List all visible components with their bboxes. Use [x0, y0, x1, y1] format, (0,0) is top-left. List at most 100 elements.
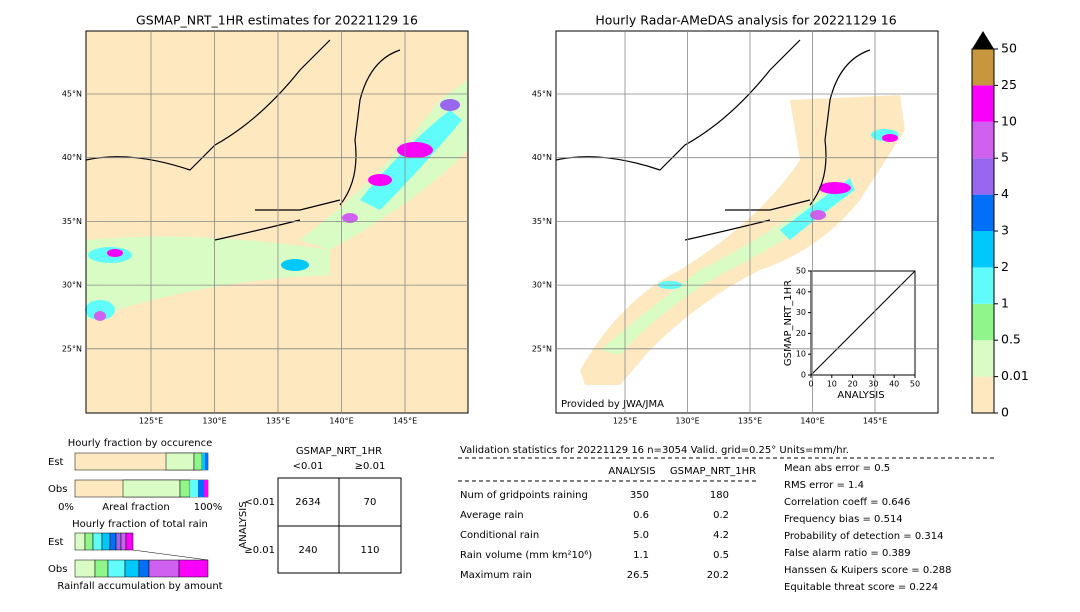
cell: 1.1: [633, 550, 649, 561]
cell: 5.0: [633, 530, 649, 541]
y-tick-label: 40°N: [62, 153, 82, 162]
row-label: ≥0.01: [244, 545, 275, 556]
colorbar-label: 25: [1001, 77, 1017, 92]
colorbar-label: 0.5: [1001, 332, 1021, 347]
cell: 4.2: [713, 530, 729, 541]
colorbar-label: 1: [1001, 295, 1009, 310]
colorbar-label: 50: [1001, 41, 1017, 56]
row-label: Est: [48, 457, 64, 468]
side-label: ANALYSIS: [238, 501, 249, 548]
table-title: GSMAP_NRT_1HR: [296, 446, 382, 457]
x-tick-label: 135°E: [738, 417, 762, 426]
x-tick-label: 0: [808, 380, 813, 389]
scatter-xlabel: ANALYSIS: [837, 390, 884, 401]
occurrence-bars: [74, 452, 209, 498]
cell: 0.6: [633, 510, 649, 521]
x-tick-label: 30: [868, 380, 878, 389]
x-tick-label: 130°E: [675, 417, 699, 426]
map-frame: [555, 30, 939, 414]
col-label: <0.01: [293, 461, 324, 472]
y-tick-label: 30°N: [62, 281, 82, 290]
total-bars: [74, 532, 209, 578]
axis-label: Areal fraction: [102, 502, 169, 513]
y-tick-label: 20: [796, 329, 806, 338]
colorbar-label: 0: [1001, 405, 1009, 420]
y-tick-label: 25°N: [62, 344, 82, 353]
y-tick-label: 0: [801, 371, 806, 380]
cell: 350: [630, 490, 649, 501]
colorbar-label: 0.01: [1001, 368, 1029, 383]
y-tick-label: 35°N: [62, 217, 82, 226]
cell: 20.2: [707, 570, 729, 581]
panel-footer: Rainfall accumulation by amount: [57, 581, 222, 592]
score: Equitable threat score = 0.224: [784, 582, 938, 593]
y-tick-label: 50: [796, 267, 806, 276]
y-tick-label: 30°N: [532, 281, 552, 290]
cell: 240: [298, 545, 317, 556]
row-label: Average rain: [460, 510, 524, 521]
x-tick-label: 40: [889, 380, 899, 389]
x-tick-label: 130°E: [202, 417, 226, 426]
y-tick-label: 40: [796, 287, 806, 296]
cell: 110: [360, 545, 379, 556]
score: Correlation coeff = 0.646: [784, 497, 910, 508]
colorbar-segment: [972, 303, 994, 341]
score: Mean abs error = 0.5: [784, 463, 890, 474]
coastline: [555, 39, 871, 241]
cell: 70: [364, 497, 377, 508]
row-label: Num of gridpoints raining: [460, 490, 588, 501]
score: Probability of detection = 0.314: [784, 531, 943, 542]
axis-label: 0%: [58, 502, 74, 513]
col-label: ANALYSIS: [608, 466, 655, 477]
x-tick-label: 20: [848, 380, 858, 389]
colorbar-segment: [972, 49, 994, 86]
x-tick-label: 145°E: [863, 417, 887, 426]
score: False alarm ratio = 0.389: [784, 548, 911, 559]
axis-label: 100%: [194, 502, 223, 513]
score: RMS error = 1.4: [784, 480, 864, 491]
validation-header: Validation statistics for 20221129 16 n=…: [460, 445, 849, 456]
colorbar-label: 2: [1001, 259, 1009, 274]
row-label: <0.01: [244, 497, 275, 508]
panel-title: Hourly fraction of total rain: [72, 519, 208, 530]
map-title: GSMAP_NRT_1HR estimates for 20221129 16: [136, 13, 418, 28]
colorbar-label: 3: [1001, 223, 1009, 238]
colorbar-segment: [972, 194, 994, 231]
score: Hanssen & Kuipers score = 0.288: [784, 565, 951, 576]
cell: 26.5: [627, 570, 649, 581]
cell: 180: [710, 490, 729, 501]
colorbar-segment: [972, 267, 994, 304]
score: Frequency bias = 0.514: [784, 514, 903, 525]
x-tick-label: 140°E: [329, 417, 353, 426]
row-label: Rain volume (mm km²10⁶): [460, 550, 592, 561]
y-tick-label: 45°N: [532, 90, 552, 99]
y-tick-label: 30: [796, 308, 806, 317]
rain-field: [580, 95, 905, 385]
x-tick-label: 135°E: [266, 417, 290, 426]
colorbar-segment: [972, 158, 994, 195]
x-tick-label: 140°E: [800, 417, 824, 426]
colorbar-segment: [972, 340, 994, 377]
row-label: Obs: [48, 484, 67, 495]
credit: Provided by JWA/JMA: [561, 399, 664, 410]
row-label: Obs: [48, 564, 67, 575]
cell: 2634: [295, 497, 320, 508]
colorbar-segment: [972, 85, 994, 122]
x-tick-label: 10: [827, 380, 837, 389]
x-tick-label: 125°E: [139, 417, 163, 426]
colorbar-extend: [972, 31, 994, 49]
coastline: [85, 39, 401, 241]
colorbar-label: 10: [1001, 113, 1017, 128]
y-tick-label: 25°N: [532, 344, 552, 353]
panel-title: Hourly fraction by occurence: [68, 438, 212, 449]
map-frame: [85, 30, 469, 414]
y-tick-label: 35°N: [532, 217, 552, 226]
y-tick-label: 10: [796, 350, 806, 359]
col-label: ≥0.01: [355, 461, 386, 472]
row-label: Conditional rain: [460, 530, 539, 541]
x-tick-label: 145°E: [393, 417, 417, 426]
x-tick-label: 125°E: [613, 417, 637, 426]
colorbar-label: 5: [1001, 150, 1009, 165]
colorbar-segment: [972, 231, 994, 268]
